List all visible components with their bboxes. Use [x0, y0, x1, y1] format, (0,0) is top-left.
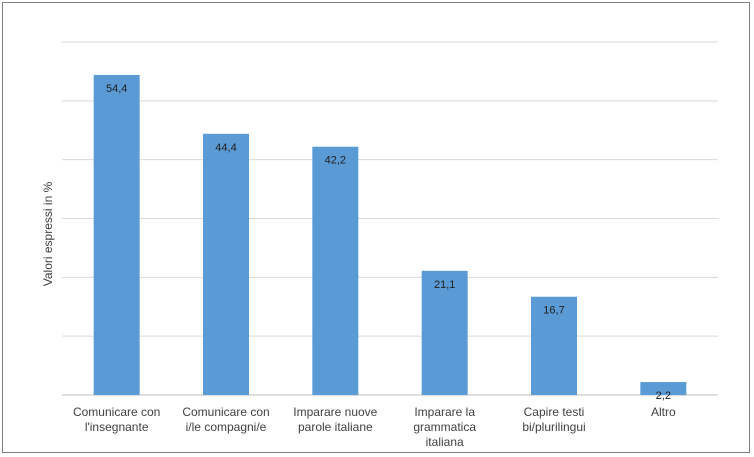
bar — [203, 133, 249, 395]
category-label: grammatica — [413, 420, 476, 434]
category-label: Comunicare con — [73, 405, 160, 419]
y-axis-label: Valori espressi in % — [41, 181, 55, 286]
category-label: Comunicare con — [182, 405, 269, 419]
category-label: Capire testi — [524, 405, 585, 419]
category-label: parole italiane — [298, 420, 373, 434]
bar-value-label: 21,1 — [434, 279, 455, 291]
category-label: Imparare nuove — [293, 405, 377, 419]
bar — [93, 74, 140, 396]
bar — [421, 270, 468, 395]
category-label: l'insegnante — [85, 420, 149, 434]
gridlines — [62, 41, 718, 396]
bar — [640, 382, 687, 395]
bar — [531, 296, 577, 395]
bar-value-label: 44,4 — [215, 142, 236, 154]
value-labels: 54,4 44,4 42,2 21,1 16,7 2,2 — [106, 83, 671, 402]
bar-value-label: 16,7 — [543, 305, 564, 317]
category-label: bi/plurilingui — [522, 420, 585, 434]
bar-value-label: 54,4 — [106, 83, 127, 95]
bars — [93, 74, 687, 396]
category-label: Altro — [651, 405, 676, 419]
category-label: italiana — [426, 435, 464, 449]
bar — [312, 146, 359, 395]
bar-value-label: 2,2 — [656, 390, 671, 402]
category-label: i/le compagni/e — [186, 420, 267, 434]
category-label: Imparare la — [414, 405, 475, 419]
bar-value-label: 42,2 — [325, 155, 346, 167]
